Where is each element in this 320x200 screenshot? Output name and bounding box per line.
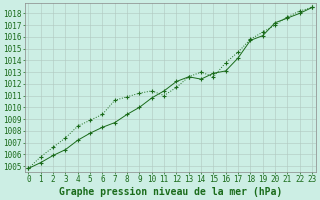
X-axis label: Graphe pression niveau de la mer (hPa): Graphe pression niveau de la mer (hPa)	[59, 187, 282, 197]
